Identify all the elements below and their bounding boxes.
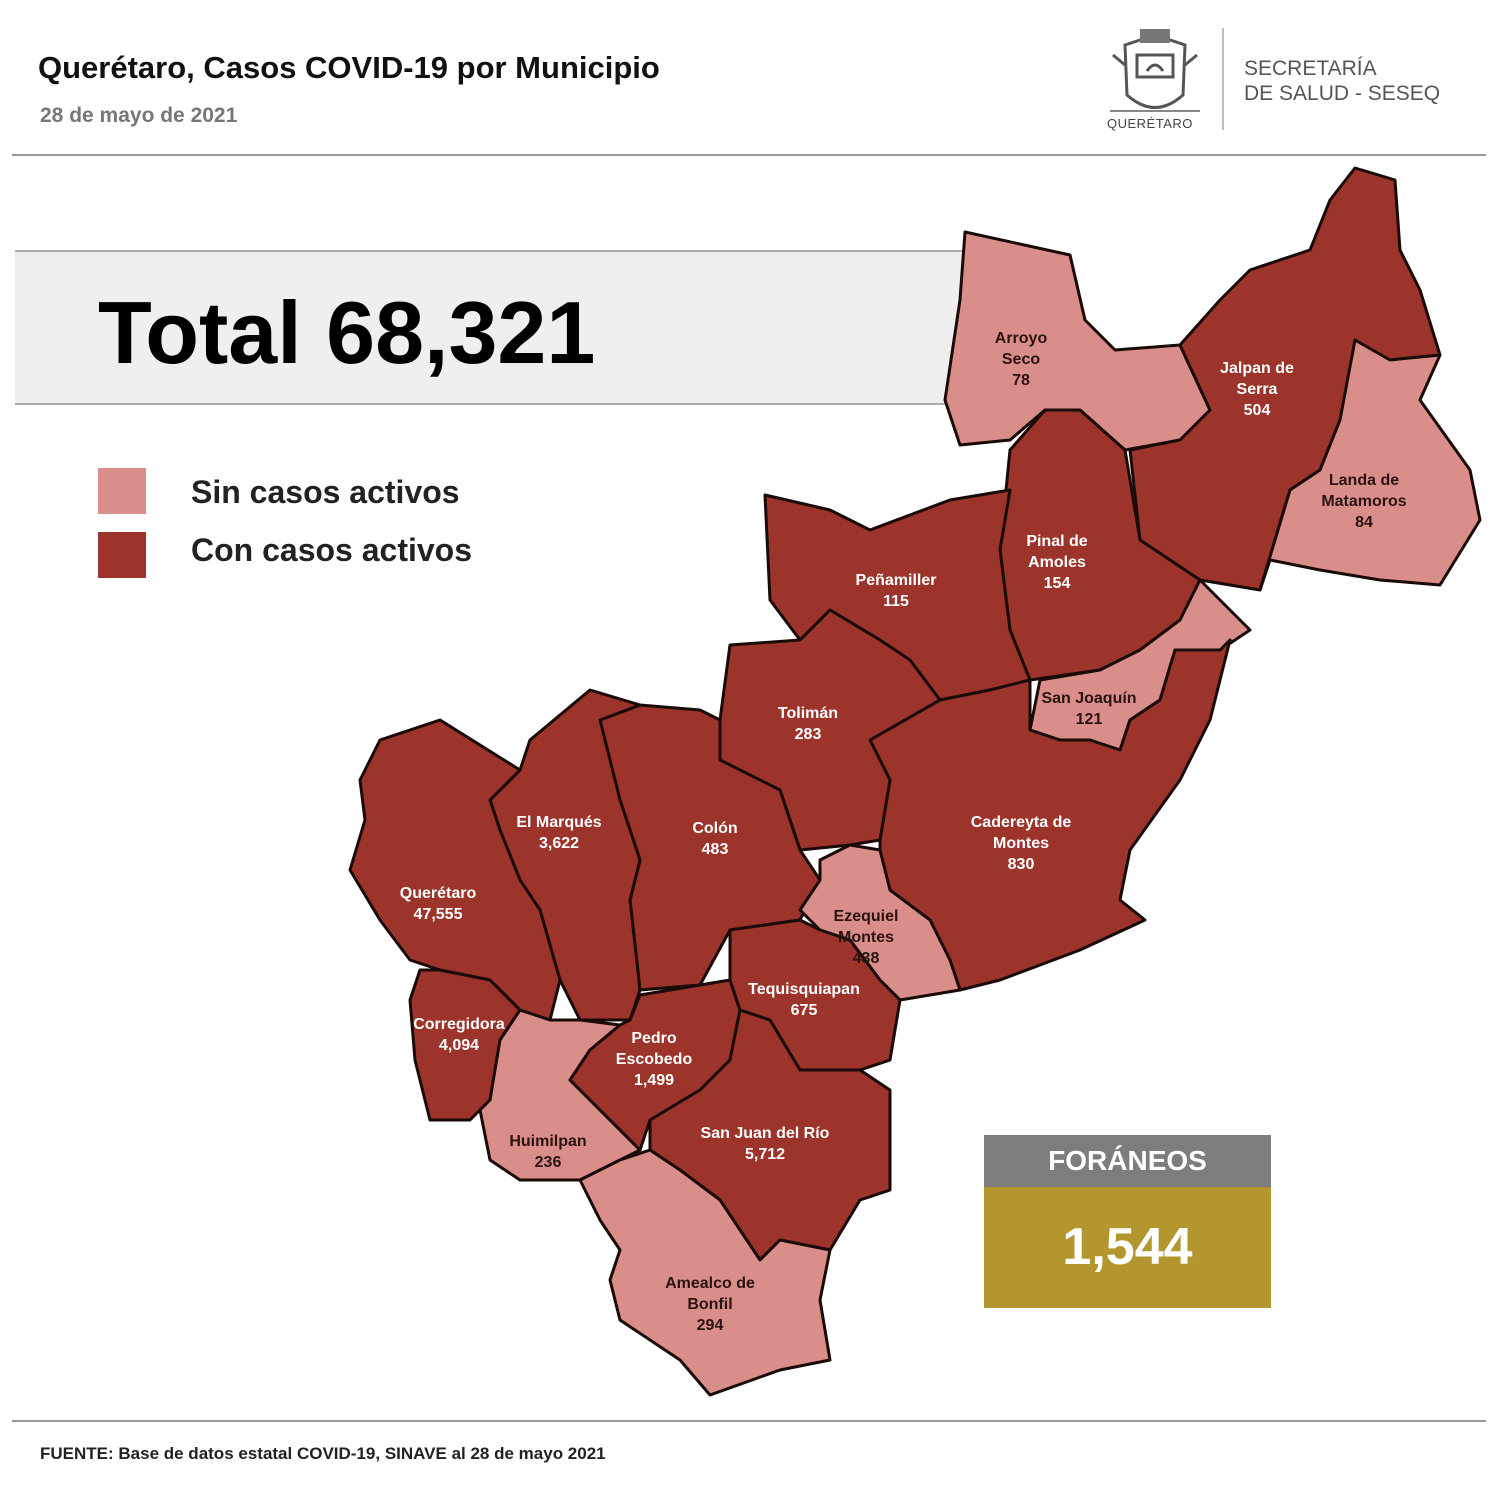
region-amealco[interactable] (578, 1148, 832, 1397)
region-landa[interactable] (1258, 338, 1482, 592)
header-divider (1222, 28, 1224, 130)
report-date: 28 de mayo de 2021 (40, 104, 238, 127)
secretaria-line2: DE SALUD - SESEQ (1244, 82, 1441, 105)
page-title: Querétaro, Casos COVID-19 por Municipio (38, 50, 660, 85)
label-tequisquiapan: Tequisquiapan 675 (748, 981, 860, 1019)
label-amealco: Amealco de Bonfil 294 (665, 1275, 755, 1334)
region-ezequiel-montes[interactable] (798, 843, 962, 1002)
legend-label-con: Con casos activos (191, 532, 472, 568)
foraneos-label: FORÁNEOS (984, 1135, 1271, 1187)
source-note: FUENTE: Base de datos estatal COVID-19, … (40, 1444, 606, 1463)
header-rule (12, 154, 1486, 156)
label-pedro-escobedo: Pedro Escobedo 1,499 (616, 1030, 693, 1089)
total-band (15, 250, 975, 405)
secretaria-label: SECRETARÍA DE SALUD - SESEQ (1244, 56, 1440, 106)
region-queretaro[interactable] (348, 718, 562, 1022)
label-jalpan: Jalpan de Serra 504 (1220, 360, 1294, 419)
label-el-marques: El Marqués 3,622 (516, 814, 601, 852)
total-cases: Total 68,321 (98, 283, 596, 382)
legend-swatch-con (98, 532, 146, 578)
foraneos-value: 1,544 (984, 1187, 1271, 1308)
label-toliman: Tolimán 283 (778, 705, 838, 743)
label-ezequiel-montes: Ezequiel Montes 438 (834, 908, 899, 967)
label-queretaro: Querétaro 47,555 (400, 885, 477, 923)
label-arroyo-seco: Arroyo Seco 78 (995, 330, 1048, 389)
label-landa: Landa de Matamoros 84 (1321, 472, 1406, 531)
label-san-joaquin: San Joaquín 121 (1041, 690, 1136, 728)
label-pinal: Pinal de Amoles 154 (1026, 533, 1087, 592)
label-penamiller: Peñamiller 115 (856, 572, 937, 610)
label-colon: Colón 483 (692, 820, 737, 858)
region-huimilpan[interactable] (478, 1008, 642, 1182)
logo-text: QUERÉTARO (1107, 116, 1193, 131)
legend-label-sin: Sin casos activos (191, 474, 460, 510)
label-cadereyta: Cadereyta de Montes 830 (971, 814, 1072, 873)
footer-rule (12, 1420, 1486, 1422)
secretaria-line1: SECRETARÍA (1244, 57, 1377, 80)
legend-swatch-sin (98, 468, 146, 514)
label-san-juan-del-rio: San Juan del Río 5,712 (701, 1125, 830, 1163)
label-corregidora: Corregidora 4,094 (413, 1016, 505, 1054)
queretaro-coat-of-arms-icon (1110, 29, 1200, 112)
label-huimilpan: Huimilpan 236 (509, 1133, 586, 1171)
